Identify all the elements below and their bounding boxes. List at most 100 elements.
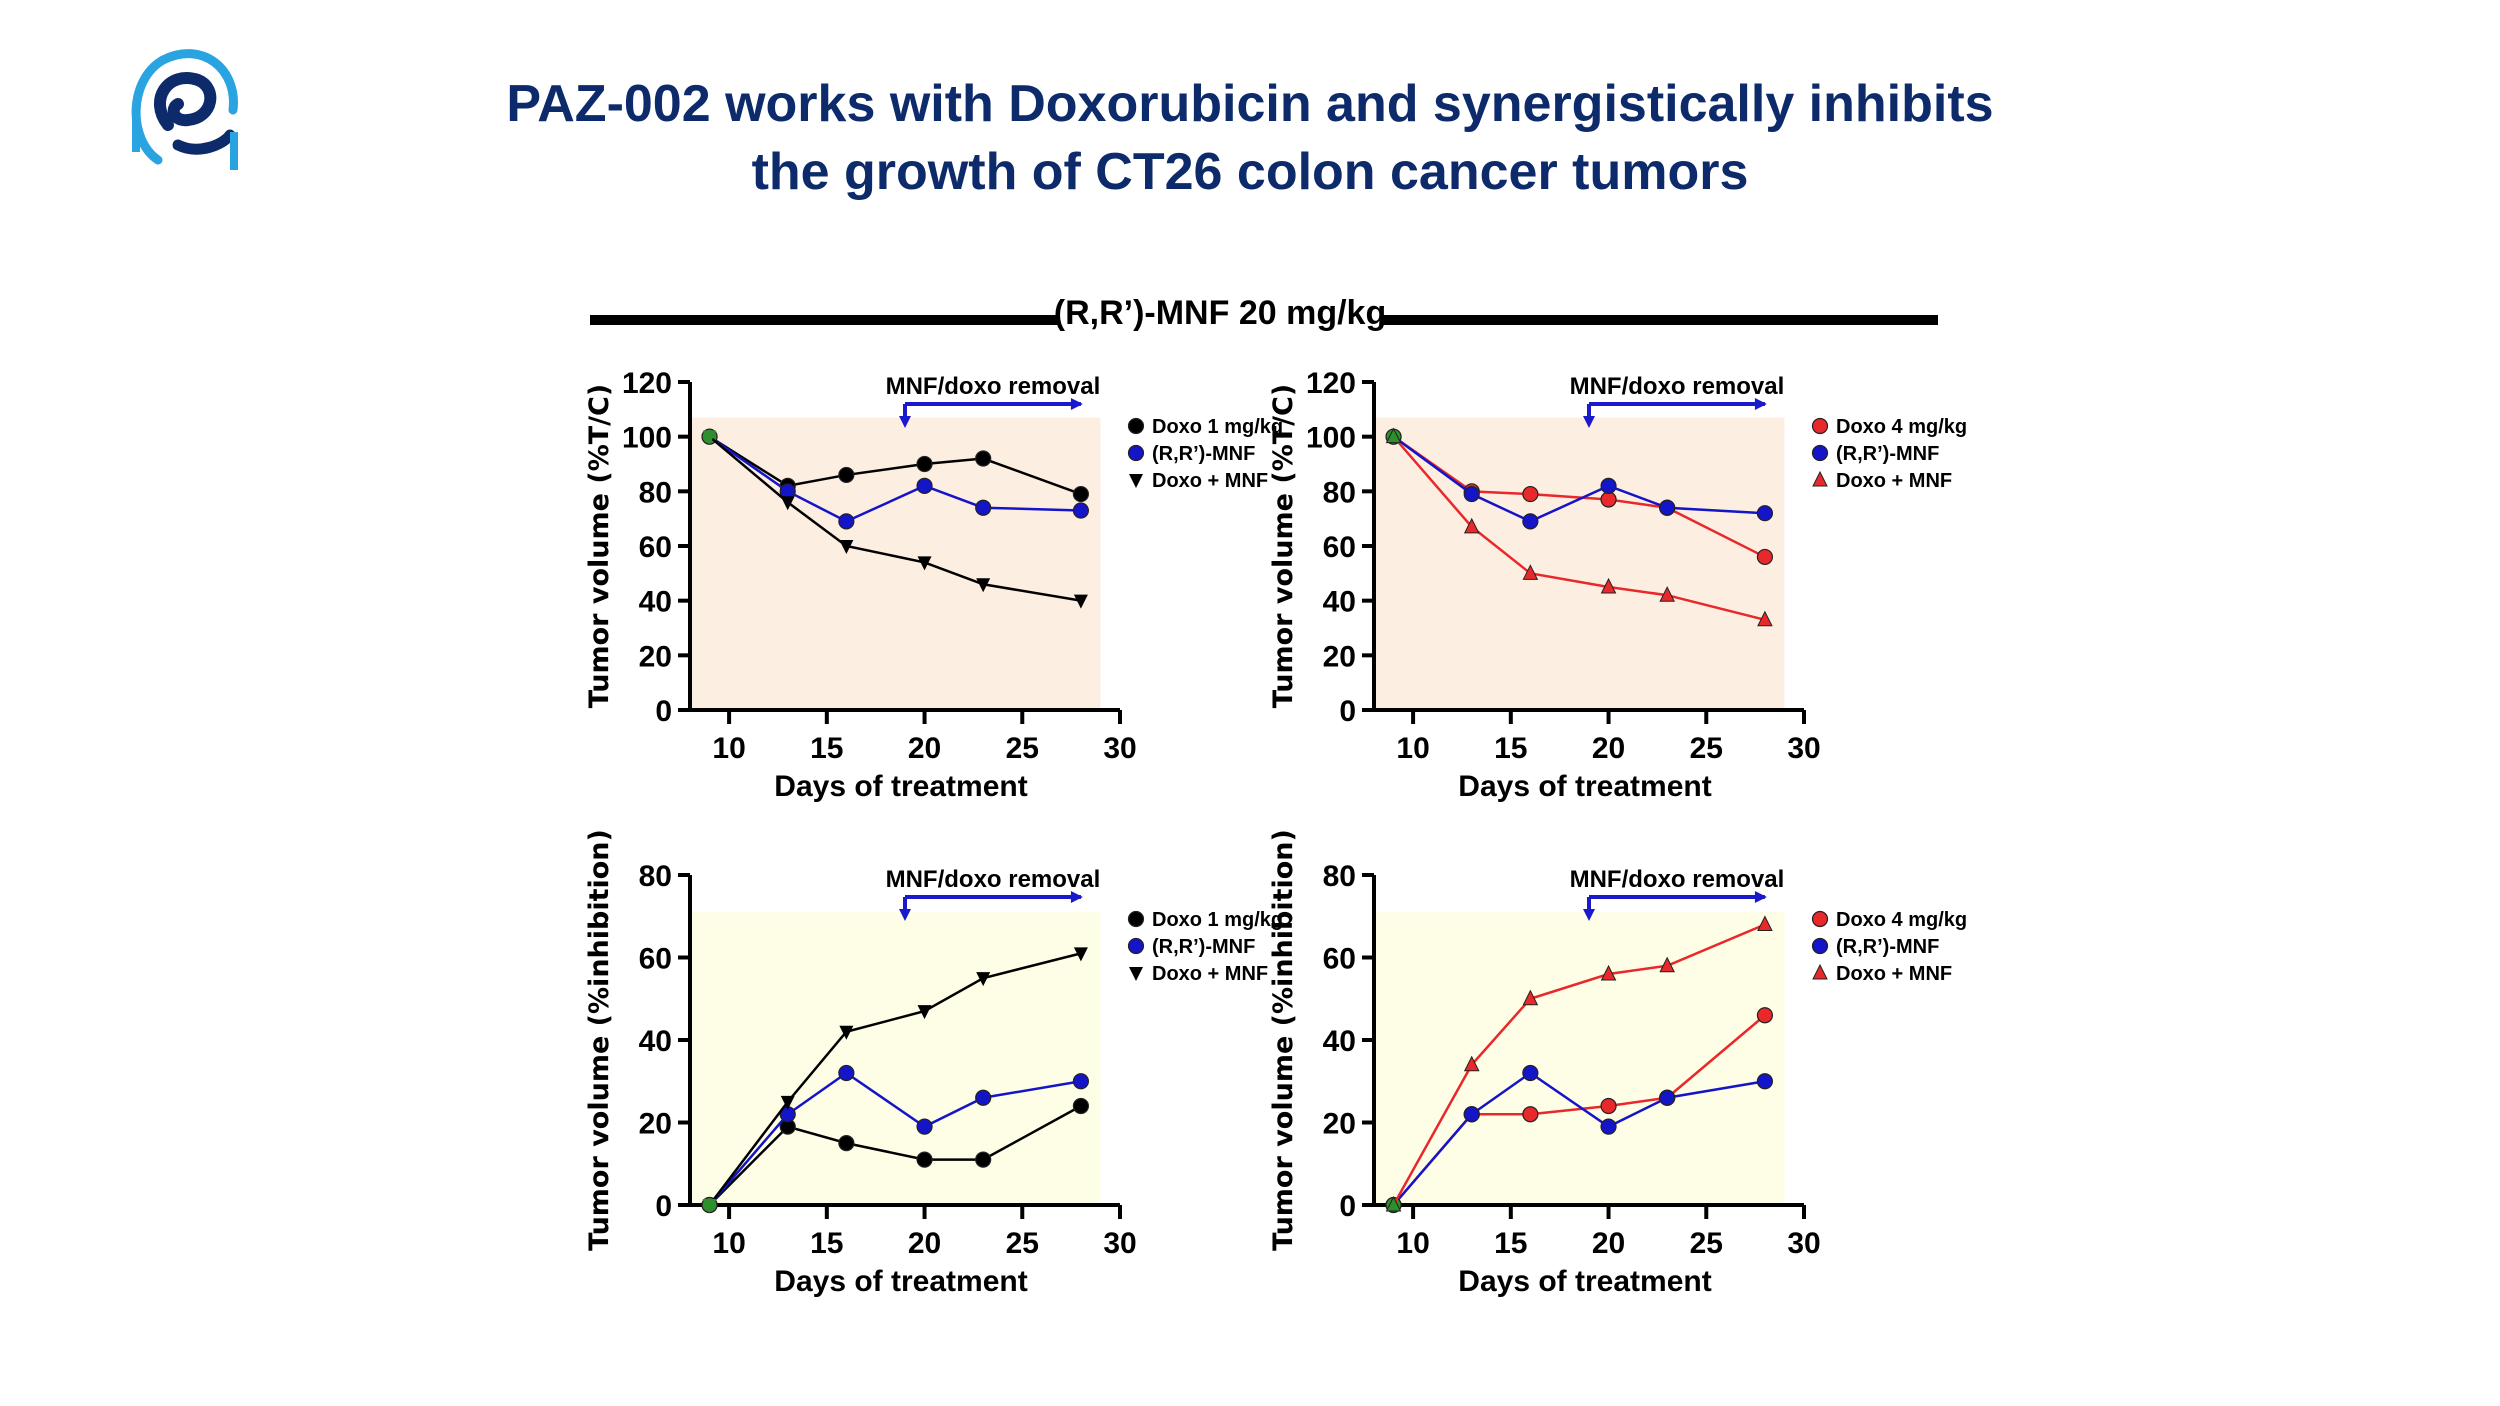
data-point	[1659, 499, 1676, 516]
data-point	[780, 496, 795, 511]
removal-annotation: MNF/doxo removal	[1570, 866, 1785, 893]
data-point	[1522, 564, 1539, 580]
y-tick-label: 40	[1323, 586, 1356, 619]
data-point	[1756, 1073, 1774, 1090]
y-tick-label: 60	[1323, 943, 1356, 976]
y-axis-label: Tumor volume (%inhibition)	[1268, 829, 1299, 1251]
legend-marker	[1127, 937, 1145, 955]
series-line	[1392, 435, 1765, 523]
x-tick-label: 10	[712, 1227, 745, 1260]
x-axis-label: Days of treatment	[1458, 1265, 1711, 1298]
legend-marker	[1812, 963, 1828, 980]
y-tick-label: 60	[639, 531, 672, 564]
y-tick-label: 100	[1306, 422, 1356, 455]
x-tick-label: 15	[1494, 732, 1527, 765]
data-point	[838, 513, 855, 530]
y-tick-label: 80	[1323, 476, 1356, 509]
series-line	[708, 435, 1082, 496]
data-point	[1522, 485, 1539, 503]
data-point	[976, 972, 991, 987]
removal-arrow-down-icon	[1583, 416, 1595, 428]
plot-background	[1376, 417, 1785, 710]
legend-label: Doxo + MNF	[1152, 470, 1268, 492]
legend-marker	[1811, 937, 1829, 955]
legend-label: (R,R’)-MNF	[1152, 936, 1255, 958]
data-point	[1756, 548, 1774, 566]
x-tick-label: 10	[1396, 732, 1429, 765]
series-line	[1392, 1071, 1766, 1206]
data-point	[1522, 513, 1539, 530]
y-tick-label: 20	[1323, 1108, 1356, 1141]
y-tick-label: 40	[639, 1025, 672, 1058]
data-point	[702, 430, 717, 445]
legend-label: Doxo 1 mg/kg	[1152, 416, 1283, 438]
x-tick-label: 25	[1006, 732, 1039, 765]
x-tick-label: 20	[1592, 732, 1625, 765]
plot-background	[692, 912, 1101, 1205]
slide-title-line-1: PAZ-002 works with Doxorubicin and syner…	[506, 75, 1994, 133]
data-point	[1073, 594, 1088, 609]
legend-label: Doxo 4 mg/kg	[1836, 909, 1967, 931]
y-tick-label: 60	[1323, 531, 1356, 564]
chart-panel-1: 0 20 40 60 80 100 120 10 15 20 25 30 Days of treatme…	[584, 367, 1283, 803]
data-point	[838, 466, 855, 484]
data-point	[1659, 586, 1675, 602]
data-point	[1522, 989, 1539, 1006]
data-point	[1600, 477, 1617, 494]
plot-background	[692, 417, 1101, 710]
data-point	[975, 1089, 992, 1106]
removal-arrow-right-icon	[1070, 398, 1083, 410]
data-point	[1463, 517, 1480, 534]
legend-marker	[1811, 444, 1829, 462]
y-tick-label: 0	[1339, 1190, 1356, 1223]
removal-annotation: MNF/doxo removal	[886, 866, 1101, 893]
data-point	[975, 450, 992, 467]
data-point	[1600, 964, 1617, 981]
data-point	[916, 1118, 933, 1135]
data-point	[976, 578, 991, 593]
data-point	[1072, 1097, 1090, 1115]
y-tick-label: 120	[622, 367, 672, 400]
legend-label: (R,R’)-MNF	[1836, 936, 1939, 958]
y-tick-label: 0	[655, 695, 672, 728]
data-point	[838, 1064, 855, 1082]
x-tick-label: 30	[1787, 1227, 1820, 1260]
removal-annotation: MNF/doxo removal	[1570, 373, 1785, 400]
x-axis-label: Days of treatment	[774, 770, 1027, 803]
slide-title: PAZ-002 works with Doxorubicin and syner…	[0, 70, 2500, 206]
slide-title-line-2: the growth of CT26 colon cancer tumors	[751, 143, 1749, 201]
chart-panel-3: 0 20 40 60 80 10 15 20 25 30 Days of treatment Tumo…	[584, 829, 1283, 1298]
legend-marker	[1127, 417, 1145, 435]
plot-background	[1376, 912, 1785, 1205]
removal-arrow-down-icon	[899, 909, 911, 921]
data-point	[1072, 502, 1090, 519]
legend-label: Doxo + MNF	[1836, 470, 1952, 492]
y-tick-label: 120	[1306, 367, 1356, 400]
data-point	[1385, 427, 1402, 444]
y-tick-label: 20	[639, 1108, 672, 1141]
x-tick-label: 30	[1787, 732, 1820, 765]
removal-arrow-right-icon	[1754, 398, 1767, 410]
x-tick-label: 25	[1006, 1227, 1039, 1260]
series-line	[708, 1104, 1082, 1206]
x-tick-label: 15	[810, 732, 843, 765]
x-tick-label: 15	[810, 1227, 843, 1260]
x-axis-label: Days of treatment	[1458, 770, 1711, 803]
x-axis-label: Days of treatment	[774, 1265, 1027, 1298]
series-3	[702, 947, 1088, 1213]
x-tick-label: 10	[712, 732, 745, 765]
y-tick-label: 80	[1323, 860, 1356, 893]
data-point	[839, 540, 854, 554]
legend-marker	[1812, 470, 1828, 487]
data-point	[1522, 1106, 1539, 1123]
series-3	[702, 430, 1088, 609]
data-point	[916, 455, 933, 473]
series-line	[1392, 923, 1766, 1206]
removal-arrow-right-icon	[1070, 891, 1083, 903]
data-point	[975, 1151, 992, 1168]
data-point	[1600, 1097, 1617, 1115]
data-point	[1659, 1089, 1676, 1106]
x-tick-label: 25	[1690, 1227, 1723, 1260]
y-axis-label: Tumor volume (%inhibition)	[584, 829, 615, 1251]
